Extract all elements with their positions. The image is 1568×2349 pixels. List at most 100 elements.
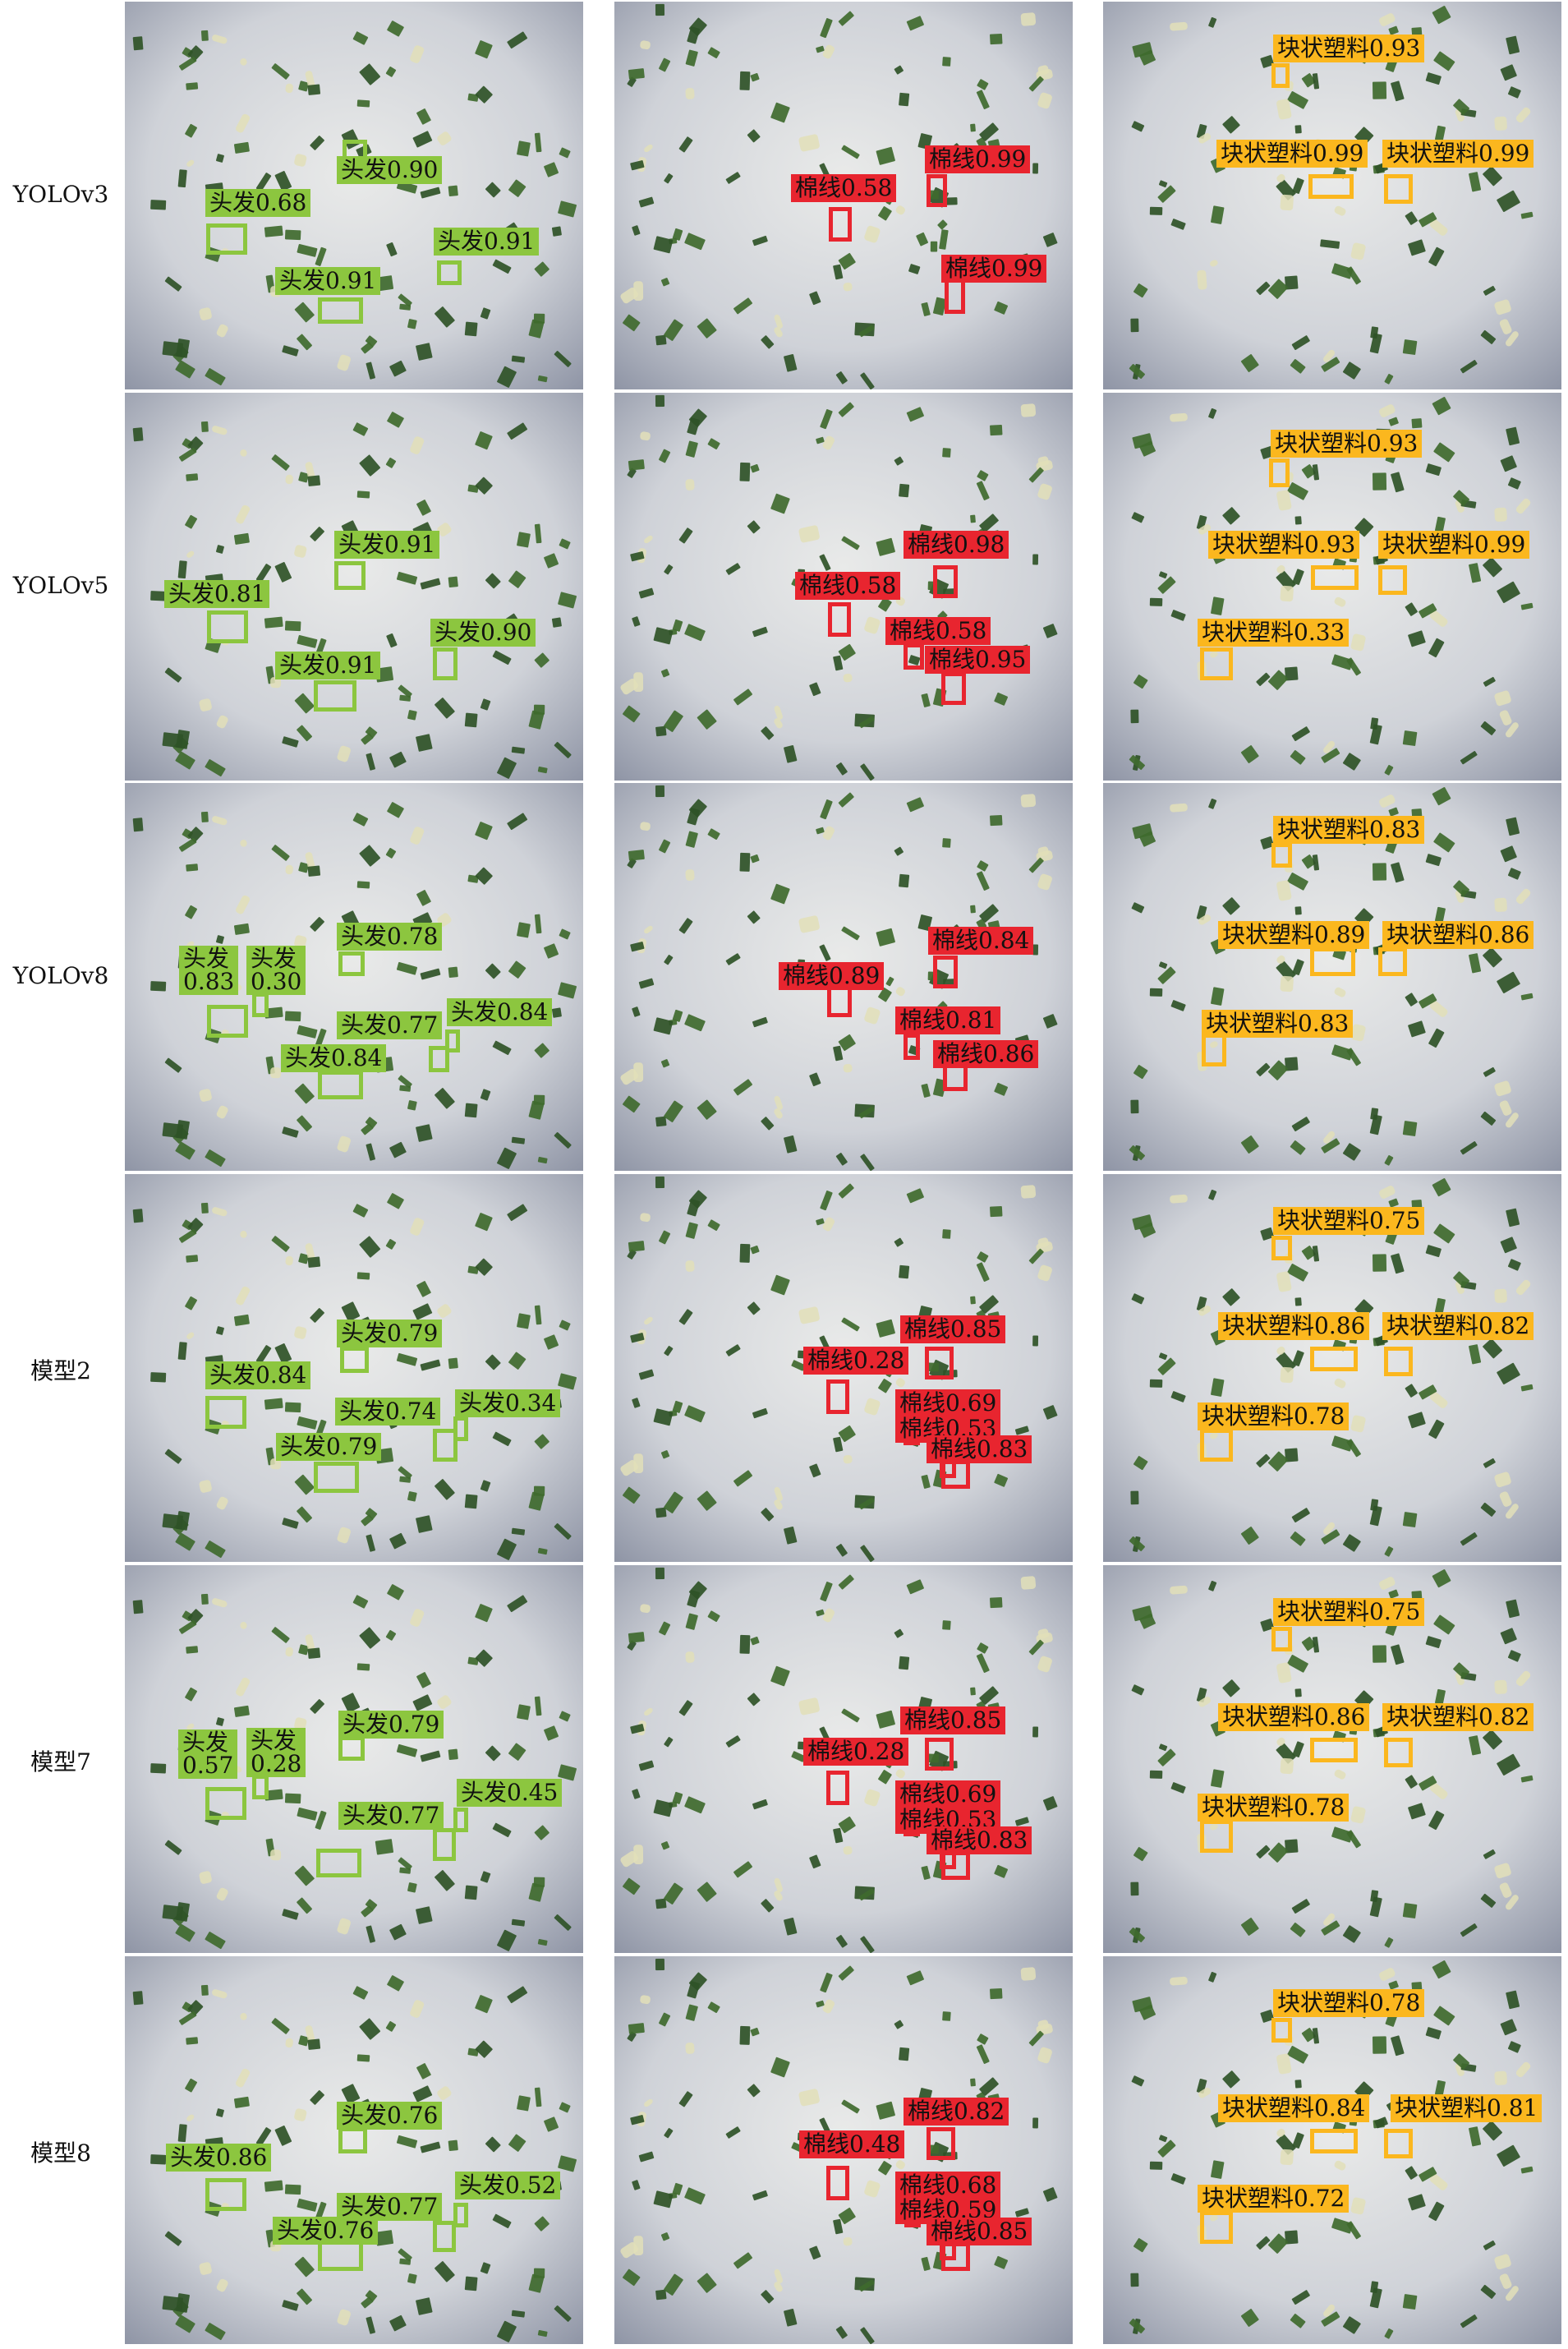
vegetable-fragment — [200, 1593, 209, 1605]
vegetable-fragment — [1260, 54, 1275, 68]
vegetable-fragment — [1256, 281, 1271, 295]
vegetable-fragment — [628, 459, 645, 471]
vegetable-fragment — [511, 355, 526, 363]
vegetable-fragment — [1037, 92, 1052, 109]
vegetable-fragment — [558, 2155, 577, 2172]
vegetable-fragment — [1428, 1810, 1445, 1831]
vegetable-fragment — [1432, 1960, 1451, 1979]
vegetable-fragment — [294, 1083, 315, 1104]
vegetable-fragment — [407, 2273, 417, 2284]
vegetable-fragment — [1391, 1253, 1405, 1274]
vegetable-fragment — [1372, 1645, 1387, 1663]
vegetable-fragment — [1506, 1208, 1520, 1227]
vegetable-fragment — [822, 1999, 835, 2014]
vegetable-fragment — [164, 1057, 182, 1073]
image-panel-plastic: 块状塑料0.75 块状塑料0.86 块状塑料0.82 块状塑料0.78 — [1103, 1174, 1561, 1562]
vegetable-fragment — [1133, 1847, 1148, 1862]
vegetable-fragment — [664, 173, 674, 184]
vegetable-fragment — [212, 426, 228, 435]
vegetable-fragment — [1520, 602, 1534, 610]
vegetable-fragment — [899, 483, 910, 498]
vegetable-fragment — [1276, 1271, 1292, 1292]
vegetable-fragment — [644, 1316, 653, 1325]
vegetable-fragment — [1280, 194, 1294, 211]
vegetable-fragment — [205, 1149, 226, 1168]
vegetable-fragment — [1483, 1730, 1502, 1750]
vegetable-fragment — [199, 307, 212, 320]
vegetable-fragment — [187, 436, 204, 453]
vegetable-fragment — [175, 1532, 195, 1551]
vegetable-fragment — [200, 1202, 209, 1214]
vegetable-fragment — [899, 873, 910, 888]
vegetable-fragment — [990, 1596, 1003, 1609]
vegetable-fragment — [685, 49, 698, 67]
vegetable-fragment — [1428, 1028, 1445, 1048]
vegetable-fragment — [816, 1218, 825, 1226]
vegetable-fragment — [774, 705, 783, 720]
vegetable-fragment — [1435, 906, 1446, 923]
vegetable-fragment — [627, 858, 637, 868]
vegetable-fragment — [284, 1793, 301, 1804]
vegetable-fragment — [977, 2033, 989, 2045]
vegetable-fragment — [733, 1079, 752, 1096]
vegetable-fragment — [533, 1485, 545, 1496]
vegetable-fragment — [537, 766, 548, 774]
vegetable-fragment — [337, 1918, 351, 1935]
vegetable-fragment — [385, 66, 397, 77]
vegetable-fragment — [1369, 2287, 1382, 2309]
vegetable-fragment — [835, 1935, 848, 1948]
vegetable-fragment — [921, 1083, 931, 1098]
vegetable-fragment — [876, 1710, 895, 1729]
vegetable-fragment — [1170, 1976, 1188, 1986]
vegetable-fragment — [1500, 455, 1517, 472]
vegetable-fragment — [628, 1632, 645, 1643]
vegetable-fragment — [820, 1582, 833, 1602]
vegetable-fragment — [1032, 1335, 1039, 1347]
vegetable-fragment — [410, 1609, 425, 1627]
vegetable-fragment — [1130, 1099, 1139, 1114]
vegetable-fragment — [906, 1188, 924, 1204]
vegetable-fragment — [688, 408, 707, 427]
vegetable-fragment — [659, 2012, 671, 2027]
vegetable-fragment — [341, 1301, 361, 1322]
vegetable-fragment — [497, 1929, 517, 1951]
vegetable-fragment — [970, 514, 976, 523]
vegetable-fragment — [664, 1491, 683, 1513]
detection-box — [252, 993, 269, 1017]
vegetable-fragment — [1428, 246, 1445, 267]
vegetable-fragment — [655, 334, 667, 346]
vegetable-fragment — [467, 2047, 479, 2057]
vegetable-fragment — [1405, 993, 1418, 1006]
vegetable-fragment — [199, 2262, 212, 2275]
vegetable-fragment — [389, 1141, 407, 1158]
vegetable-fragment — [1402, 2294, 1418, 2310]
vegetable-fragment — [1480, 1111, 1497, 1126]
vegetable-fragment — [205, 2323, 226, 2341]
detection-box — [338, 1736, 365, 1761]
vegetable-fragment — [1515, 107, 1531, 123]
detection-label: 棉线0.28 — [803, 1738, 909, 1766]
vegetable-fragment — [1028, 2030, 1044, 2047]
vegetable-fragment — [178, 1228, 197, 1243]
vegetable-fragment — [697, 2273, 717, 2293]
vegetable-fragment — [1170, 1194, 1188, 1204]
vegetable-fragment — [1139, 2004, 1156, 2020]
vegetable-fragment — [627, 467, 637, 478]
vegetable-fragment — [448, 185, 458, 197]
vegetable-fragment — [1131, 902, 1145, 914]
vegetable-fragment — [186, 159, 195, 167]
vegetable-fragment — [684, 1014, 706, 1032]
vegetable-fragment — [410, 45, 425, 63]
vegetable-fragment — [185, 905, 197, 919]
vegetable-fragment — [1384, 765, 1394, 776]
vegetable-fragment — [212, 1207, 228, 1217]
vegetable-fragment — [1433, 51, 1455, 71]
vegetable-fragment — [1425, 854, 1442, 867]
vegetable-fragment — [1346, 1048, 1361, 1066]
vegetable-fragment — [511, 1136, 526, 1145]
vegetable-fragment — [558, 200, 577, 218]
vegetable-fragment — [1483, 1338, 1502, 1359]
vegetable-fragment — [1149, 597, 1163, 606]
vegetable-fragment — [1405, 1775, 1418, 1789]
vegetable-fragment — [1483, 166, 1502, 187]
